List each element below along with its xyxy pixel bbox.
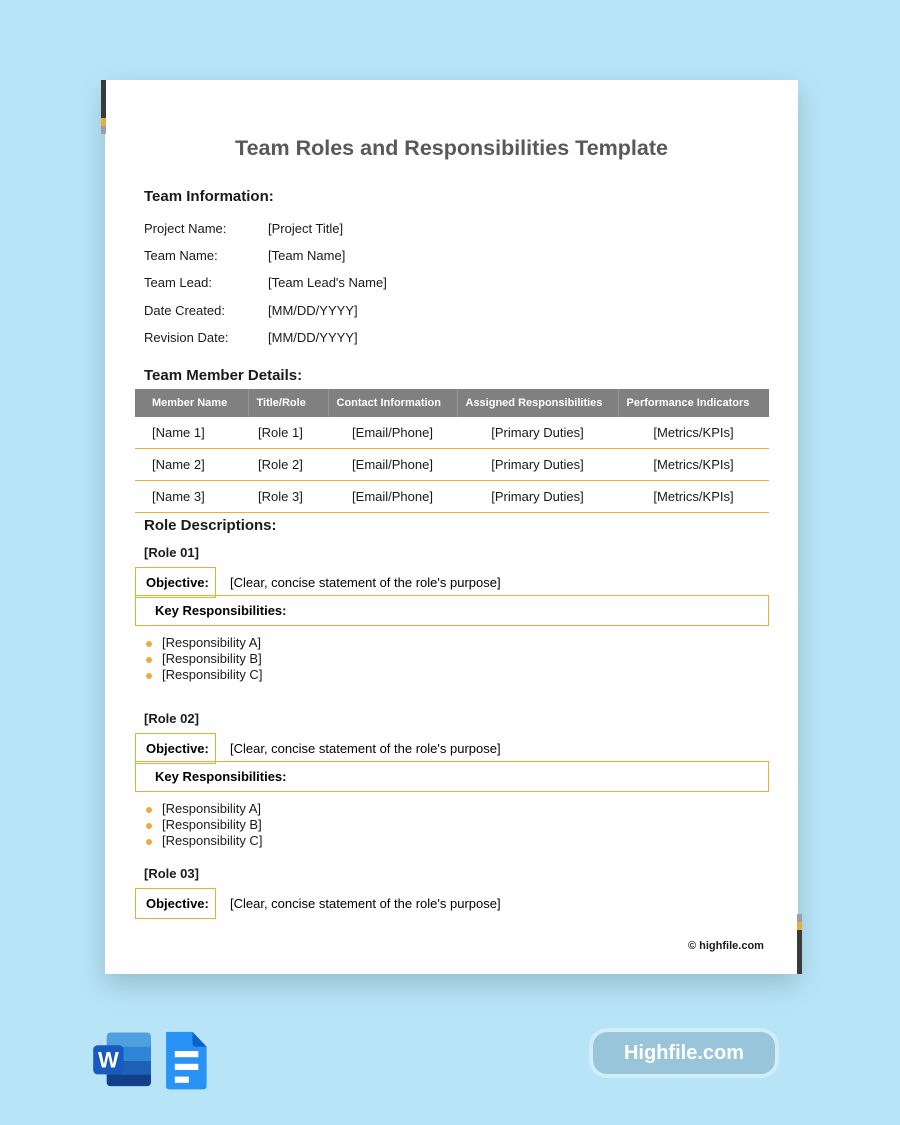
svg-text:W: W [98, 1047, 119, 1072]
